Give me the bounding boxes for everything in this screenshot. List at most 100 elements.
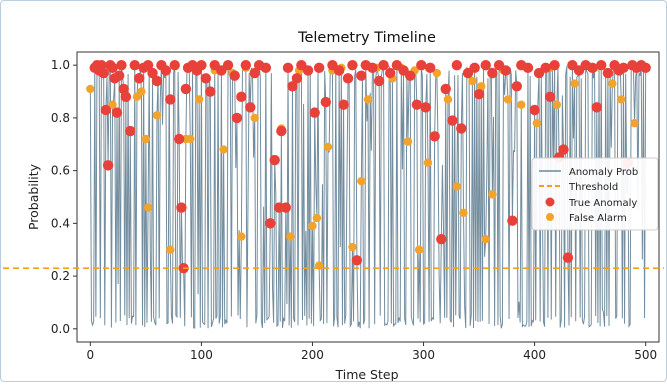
false-alarm-point bbox=[443, 95, 453, 104]
true-anomaly-point bbox=[116, 59, 127, 71]
true-anomaly-point bbox=[367, 62, 378, 74]
true-anomaly-point bbox=[107, 62, 118, 74]
true-anomaly-point bbox=[544, 91, 556, 103]
false-alarm-point bbox=[503, 95, 513, 104]
false-alarm-point bbox=[488, 190, 497, 199]
true-anomaly-point bbox=[385, 67, 396, 79]
true-anomaly-point bbox=[511, 81, 523, 92]
y-tick-label: 0.8 bbox=[51, 111, 70, 125]
true-anomaly-point bbox=[640, 62, 651, 74]
true-anomaly-point bbox=[347, 59, 358, 71]
true-anomaly-point bbox=[125, 125, 136, 137]
true-anomaly-point bbox=[356, 70, 367, 81]
x-axis-title: Time Step bbox=[334, 367, 398, 381]
legend-label-anomaly-prob: Anomaly Prob bbox=[569, 167, 638, 178]
true-anomaly-point bbox=[176, 202, 187, 213]
y-tick-label: 0.4 bbox=[51, 216, 70, 230]
false-alarm-point bbox=[312, 213, 322, 223]
false-alarm-point bbox=[468, 76, 477, 86]
y-tick-label: 1.0 bbox=[51, 58, 70, 72]
true-anomaly-point bbox=[147, 67, 158, 79]
false-alarm-point bbox=[517, 100, 526, 109]
true-anomaly-point bbox=[96, 59, 107, 71]
false-alarm-point bbox=[403, 137, 413, 146]
true-anomaly-point bbox=[447, 115, 458, 126]
true-anomaly-point bbox=[469, 62, 480, 74]
false-alarm-point bbox=[630, 118, 639, 128]
true-anomaly-point bbox=[129, 59, 140, 71]
true-anomaly-point bbox=[500, 65, 511, 76]
true-anomaly-point bbox=[120, 91, 132, 103]
legend: Anomaly Prob Threshold True Anomaly Fals… bbox=[531, 157, 659, 231]
legend-label-threshold: Threshold bbox=[568, 182, 618, 193]
y-tick-label: 0.0 bbox=[51, 322, 70, 336]
true-anomaly-point bbox=[231, 112, 243, 124]
false-alarm-point bbox=[348, 242, 357, 252]
x-tick-label: 400 bbox=[523, 348, 546, 362]
true-anomaly-point bbox=[507, 215, 518, 226]
true-anomaly-point bbox=[618, 62, 629, 74]
false-alarm-point bbox=[86, 84, 95, 94]
true-anomaly-point bbox=[114, 70, 125, 81]
true-anomaly-point bbox=[173, 133, 185, 145]
false-alarm-point bbox=[194, 95, 204, 104]
false-alarm-point bbox=[108, 100, 117, 109]
true-anomaly-point bbox=[451, 59, 463, 71]
legend-swatch-true-anomaly bbox=[545, 197, 555, 207]
true-anomaly-point bbox=[549, 59, 560, 71]
chart-title: Telemetry Timeline bbox=[297, 30, 436, 46]
false-alarm-point bbox=[237, 232, 246, 241]
true-anomaly-point bbox=[440, 83, 451, 95]
false-alarm-point bbox=[186, 134, 195, 144]
y-tick-label: 0.2 bbox=[51, 269, 70, 283]
true-anomaly-point bbox=[338, 99, 349, 110]
true-anomaly-point bbox=[424, 62, 436, 74]
true-anomaly-point bbox=[260, 62, 272, 74]
true-anomaly-point bbox=[309, 107, 320, 118]
false-alarm-point bbox=[141, 134, 151, 144]
false-alarm-point bbox=[308, 221, 317, 231]
true-anomaly-point bbox=[236, 91, 247, 103]
false-alarm-point bbox=[423, 158, 433, 167]
false-alarm-point bbox=[143, 203, 153, 212]
true-anomaly-point bbox=[118, 83, 129, 95]
false-alarm-point bbox=[552, 100, 562, 109]
true-anomaly-point bbox=[280, 202, 292, 213]
true-anomaly-point bbox=[333, 65, 345, 76]
false-alarm-point bbox=[357, 176, 366, 186]
true-anomaly-point bbox=[276, 125, 287, 137]
true-anomaly-point bbox=[245, 102, 256, 113]
true-anomaly-point bbox=[200, 73, 212, 84]
false-alarm-point bbox=[617, 95, 626, 104]
false-alarm-point bbox=[432, 68, 442, 78]
true-anomaly-point bbox=[133, 73, 145, 84]
true-anomaly-point bbox=[240, 59, 252, 71]
false-alarm-point bbox=[459, 208, 468, 218]
false-alarm-point bbox=[219, 145, 228, 154]
x-tick-label: 100 bbox=[190, 348, 213, 362]
true-anomaly-point bbox=[102, 160, 114, 171]
true-anomaly-point bbox=[287, 81, 298, 92]
false-alarm-point bbox=[481, 234, 490, 244]
true-anomaly-point bbox=[596, 59, 607, 71]
true-anomaly-point bbox=[151, 75, 163, 87]
true-anomaly-point bbox=[540, 62, 551, 74]
x-tick-label: 500 bbox=[634, 348, 657, 362]
true-anomaly-point bbox=[378, 59, 389, 71]
true-anomaly-point bbox=[436, 233, 447, 245]
false-alarm-point bbox=[363, 95, 373, 104]
false-alarm-point bbox=[152, 111, 162, 120]
true-anomaly-point bbox=[529, 104, 540, 116]
true-anomaly-point bbox=[100, 104, 112, 116]
true-anomaly-point bbox=[351, 255, 363, 266]
false-alarm-point bbox=[570, 79, 579, 88]
false-alarm-point bbox=[414, 245, 424, 254]
false-alarm-point bbox=[137, 87, 146, 96]
true-anomaly-point bbox=[222, 59, 234, 71]
true-anomaly-point bbox=[180, 83, 192, 95]
true-anomaly-point bbox=[591, 102, 603, 113]
true-anomaly-point bbox=[420, 102, 431, 113]
true-anomaly-point bbox=[587, 62, 598, 74]
true-anomaly-point bbox=[405, 70, 416, 81]
true-anomaly-point bbox=[98, 67, 109, 79]
